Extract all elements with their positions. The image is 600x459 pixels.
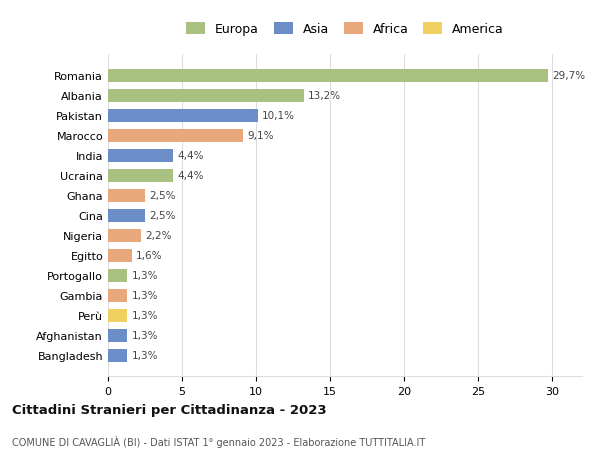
Bar [108,269,127,282]
Bar [108,110,257,123]
Bar [108,209,145,222]
Text: 4,4%: 4,4% [178,151,204,161]
Text: 1,3%: 1,3% [132,310,158,320]
Text: 29,7%: 29,7% [553,71,586,81]
Text: 1,3%: 1,3% [132,350,158,360]
Text: Cittadini Stranieri per Cittadinanza - 2023: Cittadini Stranieri per Cittadinanza - 2… [12,403,326,416]
Bar [108,329,127,342]
Text: 1,3%: 1,3% [132,330,158,340]
Text: 2,5%: 2,5% [149,191,176,201]
Text: 4,4%: 4,4% [178,171,204,181]
Legend: Europa, Asia, Africa, America: Europa, Asia, Africa, America [182,20,508,40]
Text: 2,5%: 2,5% [149,211,176,221]
Text: 1,3%: 1,3% [132,291,158,301]
Bar [108,309,127,322]
Bar [108,349,127,362]
Text: COMUNE DI CAVAGLIÀ (BI) - Dati ISTAT 1° gennaio 2023 - Elaborazione TUTTITALIA.I: COMUNE DI CAVAGLIÀ (BI) - Dati ISTAT 1° … [12,435,425,447]
Text: 2,2%: 2,2% [145,231,172,241]
Text: 1,6%: 1,6% [136,251,163,261]
Bar [108,289,127,302]
Bar [108,249,132,262]
Bar [108,169,173,182]
Bar [108,90,304,102]
Bar [108,129,243,142]
Bar [108,229,140,242]
Text: 9,1%: 9,1% [247,131,274,141]
Bar [108,189,145,202]
Text: 10,1%: 10,1% [262,111,295,121]
Text: 1,3%: 1,3% [132,270,158,280]
Bar [108,70,548,83]
Bar [108,150,173,162]
Text: 13,2%: 13,2% [308,91,341,101]
